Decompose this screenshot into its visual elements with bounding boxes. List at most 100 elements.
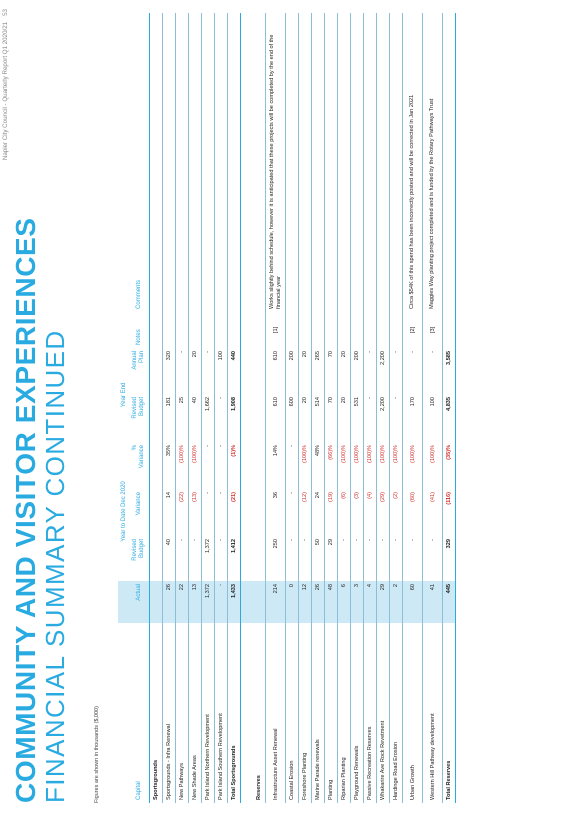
page-subtitle: FINANCIAL SUMMARY CONTINUED: [40, 329, 70, 803]
cell-annual: 100: [214, 347, 228, 394]
cell-variance: (3): [350, 489, 364, 536]
cell-comment: [350, 12, 364, 312]
cell-actual: 60: [402, 581, 423, 623]
cell-revised: -: [363, 536, 377, 581]
cell-annual: -: [175, 347, 189, 394]
cell-pct: (100)%: [389, 441, 403, 489]
table-row: Infrastructure Asset Renewal 214 250 36 14% 6…: [265, 12, 286, 803]
cell-ye-revised: -: [363, 393, 377, 442]
capital-header: Capital: [136, 781, 142, 800]
total-pct: (1)%: [227, 441, 241, 489]
cell-comment: [214, 12, 228, 312]
cell-annual: 200: [285, 347, 299, 394]
table-row: Playground Renewals 3- (3) (100)% 531 200: [350, 12, 364, 803]
cell-notes: [214, 311, 228, 348]
spacer-row: [240, 13, 253, 803]
cell-revised: -: [214, 536, 228, 581]
total-actual: 1,433: [227, 581, 241, 623]
cell-revised: 50: [311, 536, 325, 581]
total-revised: 1,412: [227, 536, 241, 581]
cell-actual: 29: [376, 581, 390, 623]
table-row: New Pathways 22- (22) (100)% 25-: [175, 12, 189, 803]
table-row: Park Island Southern Revelopment - - - - -100: [214, 12, 228, 803]
table-row: New Shade Areas 13- (13) (100)% 40 20: [188, 12, 202, 803]
cell-pct: 14%: [265, 441, 286, 489]
cell-actual: 2: [389, 581, 403, 623]
total-annual: 3,585: [442, 347, 456, 394]
cell-comment: Maggies Way planting project completed a…: [422, 12, 443, 312]
total-actual: 445: [442, 581, 456, 623]
cell-ye-revised: 25: [175, 393, 189, 442]
cell-annual: 2,200: [376, 347, 390, 394]
cell-comment: [337, 12, 351, 312]
cell-variance: (12): [298, 489, 312, 536]
cell-revised: -: [337, 536, 351, 581]
cell-variance: -: [201, 489, 215, 536]
figures-note: Figures are shown in thousands ($,000): [94, 706, 100, 803]
ytd-group-header: Year to Date Dec 2020: [120, 481, 127, 542]
table-row: Coastal Erosion 0- - -600 200: [285, 12, 299, 803]
cell-revised: -: [188, 536, 202, 581]
cell-notes: [298, 311, 312, 348]
total-ye-revised: 4,835: [442, 393, 456, 442]
cell-pct: (100)%: [422, 441, 443, 489]
cell-comment: [188, 12, 202, 312]
cell-actual: 12: [298, 581, 312, 623]
item-name: Planting: [324, 623, 338, 803]
item-name: Hardinge Road Erosion: [389, 623, 403, 803]
cell-pct: (100)%: [298, 441, 312, 489]
table-row: Urban Growth 60- (60) (100)% 170- [2] Circa $5…: [402, 12, 423, 803]
item-name: Western Hill Pathway development: [422, 623, 443, 803]
cell-revised: 40: [162, 536, 176, 581]
cell-notes: [311, 311, 325, 348]
cell-ye-revised: 170: [402, 393, 423, 442]
comments-header: Comments: [136, 279, 142, 309]
section-header-row: Reserves: [253, 12, 266, 803]
cell-comment: [324, 12, 338, 312]
cell-comment: [376, 12, 390, 312]
table-row: Whakarire Ave Rock Revetment 29- (29) (100)…: [376, 12, 390, 803]
cell-variance: (19): [324, 489, 338, 536]
cell-pct: 35%: [162, 441, 176, 489]
cell-variance: 14: [162, 489, 176, 536]
total-annual: 440: [227, 347, 241, 394]
total-row: Total Sportsgrounds 1,433 1,412 (21) (1)% 1,9…: [227, 12, 241, 803]
cell-actual: 214: [265, 581, 286, 623]
cell-variance: 36: [265, 489, 286, 536]
table-row: Planting 48 29 (19) (66)% 70 70: [324, 12, 338, 803]
cell-notes: [1]: [265, 311, 286, 348]
cell-comment: [298, 12, 312, 312]
page-footer: Napier City Council - Quarterly Report Q…: [2, 9, 9, 239]
cell-pct: (100)%: [350, 441, 364, 489]
item-name: Marine Parade renewals: [311, 623, 325, 803]
cell-ye-revised: 531: [350, 393, 364, 442]
cell-variance: (41): [422, 489, 443, 536]
table-row: Riparian Planting 6- (6) (100)% 20 20: [337, 12, 351, 803]
item-name: New Shade Areas: [188, 623, 202, 803]
cell-comment: [201, 12, 215, 312]
cell-pct: (100)%: [402, 441, 423, 489]
cell-revised: -: [402, 536, 423, 581]
cell-variance: (2): [389, 489, 403, 536]
cell-comment: [175, 12, 189, 312]
cell-revised: -: [175, 536, 189, 581]
cell-variance: (13): [188, 489, 202, 536]
cell-pct: (66)%: [324, 441, 338, 489]
cell-notes: [337, 311, 351, 348]
cell-variance: (4): [363, 489, 377, 536]
total-pct: (35)%: [442, 441, 456, 489]
cell-annual: 70: [324, 347, 338, 394]
cell-pct: (100)%: [188, 441, 202, 489]
header-group-row: Year to Date Dec 2020 Year End: [118, 13, 129, 803]
cell-notes: [175, 311, 189, 348]
item-name: Park Island Northern Revelopment: [201, 623, 215, 803]
cell-variance: (29): [376, 489, 390, 536]
total-row: Total Reserves 445 329 (116) (35)% 4,835 3,585: [442, 12, 456, 803]
cell-variance: (22): [175, 489, 189, 536]
cell-pct: -: [214, 441, 228, 489]
cell-comment: [285, 12, 299, 312]
cell-notes: [201, 311, 215, 348]
actual-header: Actual: [129, 581, 150, 623]
cell-actual: 26: [162, 581, 176, 623]
